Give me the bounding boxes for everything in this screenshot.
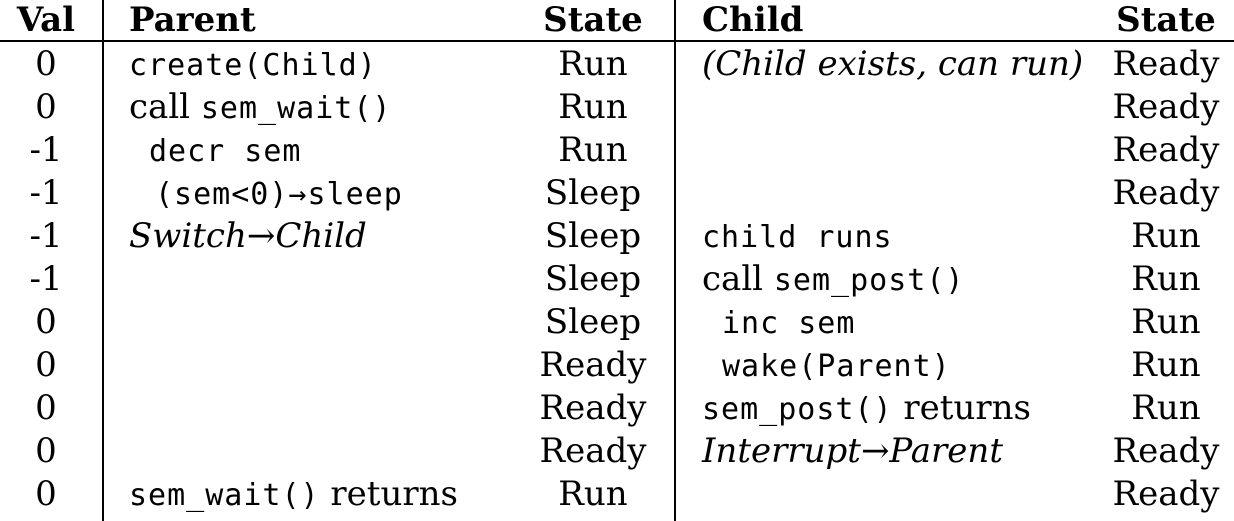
val-cell: 0 (35, 44, 57, 84)
column-divider-child (674, 0, 676, 521)
val-cell: 0 (35, 474, 57, 514)
val-cell: -1 (29, 173, 63, 213)
child-cell: child runs (702, 216, 1102, 259)
child-cell: inc sem (702, 302, 1102, 345)
parent-note: Switch→Child (129, 216, 367, 256)
parent-state-cell: Run (558, 130, 628, 170)
child-state-cell: Ready (1112, 130, 1220, 170)
child-note: Interrupt→Parent (702, 431, 1003, 471)
val-cell: 0 (35, 87, 57, 127)
child-code: wake(Parent) (722, 349, 951, 384)
table-row: 0 sem_wait() returns Run Ready (0, 474, 1234, 517)
child-state-cell: Ready (1112, 474, 1220, 514)
child-cell: (Child exists, can run) (702, 44, 1102, 87)
table-row: 0 Ready Interrupt→Parent Ready (0, 431, 1234, 474)
val-cell: 0 (35, 345, 57, 385)
parent-state-cell: Sleep (544, 302, 642, 342)
parent-cell: create(Child) (129, 44, 529, 87)
child-cell (702, 130, 1102, 173)
child-cell: wake(Parent) (702, 345, 1102, 388)
child-cell (702, 87, 1102, 130)
table-row: 0 Ready wake(Parent) Run (0, 345, 1234, 388)
child-note: (Child exists, can run) (702, 44, 1084, 84)
val-cell: 0 (35, 302, 57, 342)
header-child: Child (702, 0, 804, 40)
table-row: 0 Sleep inc sem Run (0, 302, 1234, 345)
parent-code: sem_wait() (200, 91, 392, 126)
parent-cell (129, 302, 529, 345)
child-cell: call sem_post() (702, 259, 1102, 302)
child-state-cell: Ready (1112, 431, 1220, 471)
parent-prefix: call (129, 87, 201, 127)
column-divider-val (102, 0, 104, 521)
parent-state-cell: Sleep (544, 259, 642, 299)
header-parent: Parent (129, 0, 256, 40)
parent-cell: decr sem (129, 130, 529, 173)
child-cell: sem_post() returns (702, 388, 1102, 431)
parent-state-cell: Run (558, 474, 628, 514)
parent-code: (sem<0)→sleep (155, 177, 403, 212)
parent-cell: call sem_wait() (129, 87, 529, 130)
header-parent-state: State (543, 0, 643, 40)
child-suffix: returns (892, 388, 1031, 428)
parent-suffix: returns (319, 474, 458, 514)
child-state-cell: Run (1131, 345, 1201, 385)
parent-code: sem_wait() (129, 478, 320, 513)
child-prefix: call (702, 259, 774, 299)
parent-state-cell: Sleep (544, 216, 642, 256)
parent-cell (129, 345, 529, 388)
parent-state-cell: Sleep (544, 173, 642, 213)
child-code: sem_post() (702, 392, 893, 427)
child-state-cell: Run (1131, 302, 1201, 342)
parent-cell (129, 388, 529, 431)
child-state-cell: Run (1131, 216, 1201, 256)
child-code: inc sem (722, 306, 856, 341)
child-code: sem_post() (773, 263, 965, 298)
header-rule (0, 40, 1234, 42)
parent-state-cell: Run (558, 44, 628, 84)
table-row: 0 call sem_wait() Run Ready (0, 87, 1234, 130)
child-state-cell: Ready (1112, 173, 1220, 213)
parent-state-cell: Ready (539, 388, 647, 428)
parent-state-cell: Run (558, 87, 628, 127)
parent-code: decr sem (149, 134, 302, 169)
val-cell: 0 (35, 431, 57, 471)
child-code: child runs (702, 220, 893, 255)
child-cell (702, 474, 1102, 517)
parent-cell: Switch→Child (129, 216, 529, 259)
child-state-cell: Run (1131, 388, 1201, 428)
child-cell: Interrupt→Parent (702, 431, 1102, 474)
child-state-cell: Ready (1112, 87, 1220, 127)
val-cell: -1 (29, 130, 63, 170)
table-row: 0 create(Child) Run (Child exists, can r… (0, 44, 1234, 87)
val-cell: -1 (29, 259, 63, 299)
val-cell: -1 (29, 216, 63, 256)
child-cell (702, 173, 1102, 216)
header-row: Val Parent State Child State (0, 0, 1234, 40)
parent-cell: sem_wait() returns (129, 474, 529, 517)
parent-code: create(Child) (129, 48, 377, 83)
parent-state-cell: Ready (539, 431, 647, 471)
header-child-state: State (1116, 0, 1216, 40)
table-row: -1 Sleep call sem_post() Run (0, 259, 1234, 302)
header-val: Val (16, 0, 76, 40)
table-row: -1 Switch→Child Sleep child runs Run (0, 216, 1234, 259)
child-state-cell: Run (1131, 259, 1201, 299)
parent-state-cell: Ready (539, 345, 647, 385)
val-cell: 0 (35, 388, 57, 428)
parent-cell (129, 259, 529, 302)
table-row: -1 (sem<0)→sleep Sleep Ready (0, 173, 1234, 216)
parent-cell: (sem<0)→sleep (129, 173, 529, 216)
parent-cell (129, 431, 529, 474)
table-row: 0 Ready sem_post() returns Run (0, 388, 1234, 431)
table-row: -1 decr sem Run Ready (0, 130, 1234, 173)
child-state-cell: Ready (1112, 44, 1220, 84)
